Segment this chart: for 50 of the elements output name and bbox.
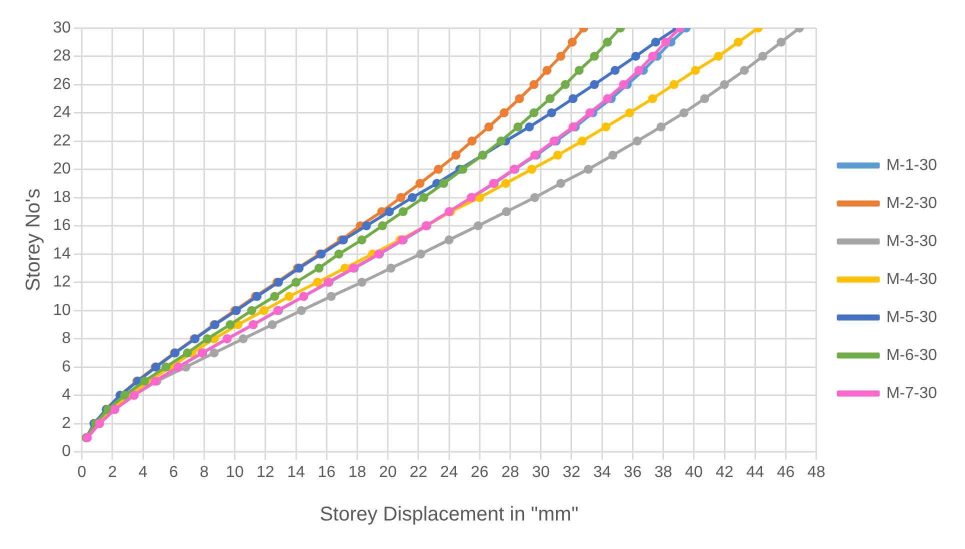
x-tick-label: 6 xyxy=(169,464,178,481)
x-tick-label: 36 xyxy=(624,464,642,481)
x-tick-label: 42 xyxy=(716,464,734,481)
legend-label: M-1-30 xyxy=(886,156,938,174)
y-tick-label: 20 xyxy=(53,160,71,178)
y-tick-label: 14 xyxy=(53,245,71,262)
y-tick-label: 22 xyxy=(53,132,71,150)
y-tick-label: 26 xyxy=(53,76,71,93)
legend-label: M-3-30 xyxy=(886,232,938,250)
x-tick-label: 30 xyxy=(532,464,550,481)
x-tick-label: 12 xyxy=(256,464,274,481)
y-tick-label: 10 xyxy=(53,302,71,319)
legend-label: M-7-30 xyxy=(886,384,938,402)
y-axis-title: Storey No's xyxy=(22,188,45,292)
y-tick-label: 8 xyxy=(62,330,71,348)
x-tick-label: 2 xyxy=(108,464,117,481)
x-tick-label: 14 xyxy=(287,464,306,481)
x-tick-label: 34 xyxy=(593,464,612,481)
legend-label: M-4-30 xyxy=(886,270,938,288)
x-tick-label: 32 xyxy=(562,464,580,481)
x-tick-label: 20 xyxy=(378,464,397,481)
x-tick-label: 48 xyxy=(807,464,826,481)
x-tick-label: 44 xyxy=(746,464,764,481)
y-tick-label: 0 xyxy=(62,443,71,460)
y-tick-label: 12 xyxy=(53,274,71,291)
x-tick-label: 28 xyxy=(501,464,520,481)
y-tick-label: 4 xyxy=(62,386,71,404)
x-tick-label: 4 xyxy=(138,464,148,481)
x-tick-label: 38 xyxy=(654,464,672,481)
x-tick-label: 26 xyxy=(470,464,489,481)
y-tick-label: 6 xyxy=(62,358,71,376)
y-tick-label: 30 xyxy=(53,19,71,36)
x-tick-label: 16 xyxy=(318,464,336,481)
y-tick-label: 28 xyxy=(53,48,71,65)
y-tick-label: 24 xyxy=(53,104,71,122)
x-axis-title: Storey Displacement in "mm" xyxy=(320,504,578,526)
x-tick-label: 24 xyxy=(440,464,458,481)
legend-label: M-5-30 xyxy=(886,308,938,326)
y-tick-label: 18 xyxy=(53,188,71,206)
x-tick-label: 8 xyxy=(200,464,209,481)
x-tick-label: 18 xyxy=(348,464,366,481)
legend-label: M-2-30 xyxy=(886,194,938,212)
x-tick-label: 40 xyxy=(685,464,703,481)
x-tick-label: 46 xyxy=(776,464,795,481)
x-tick-label: 10 xyxy=(226,464,244,481)
x-tick-label: 22 xyxy=(410,464,428,481)
y-tick-label: 2 xyxy=(62,414,71,432)
legend-label: M-6-30 xyxy=(886,346,938,364)
x-tick-label: 0 xyxy=(77,464,86,481)
y-tick-label: 16 xyxy=(53,217,71,234)
